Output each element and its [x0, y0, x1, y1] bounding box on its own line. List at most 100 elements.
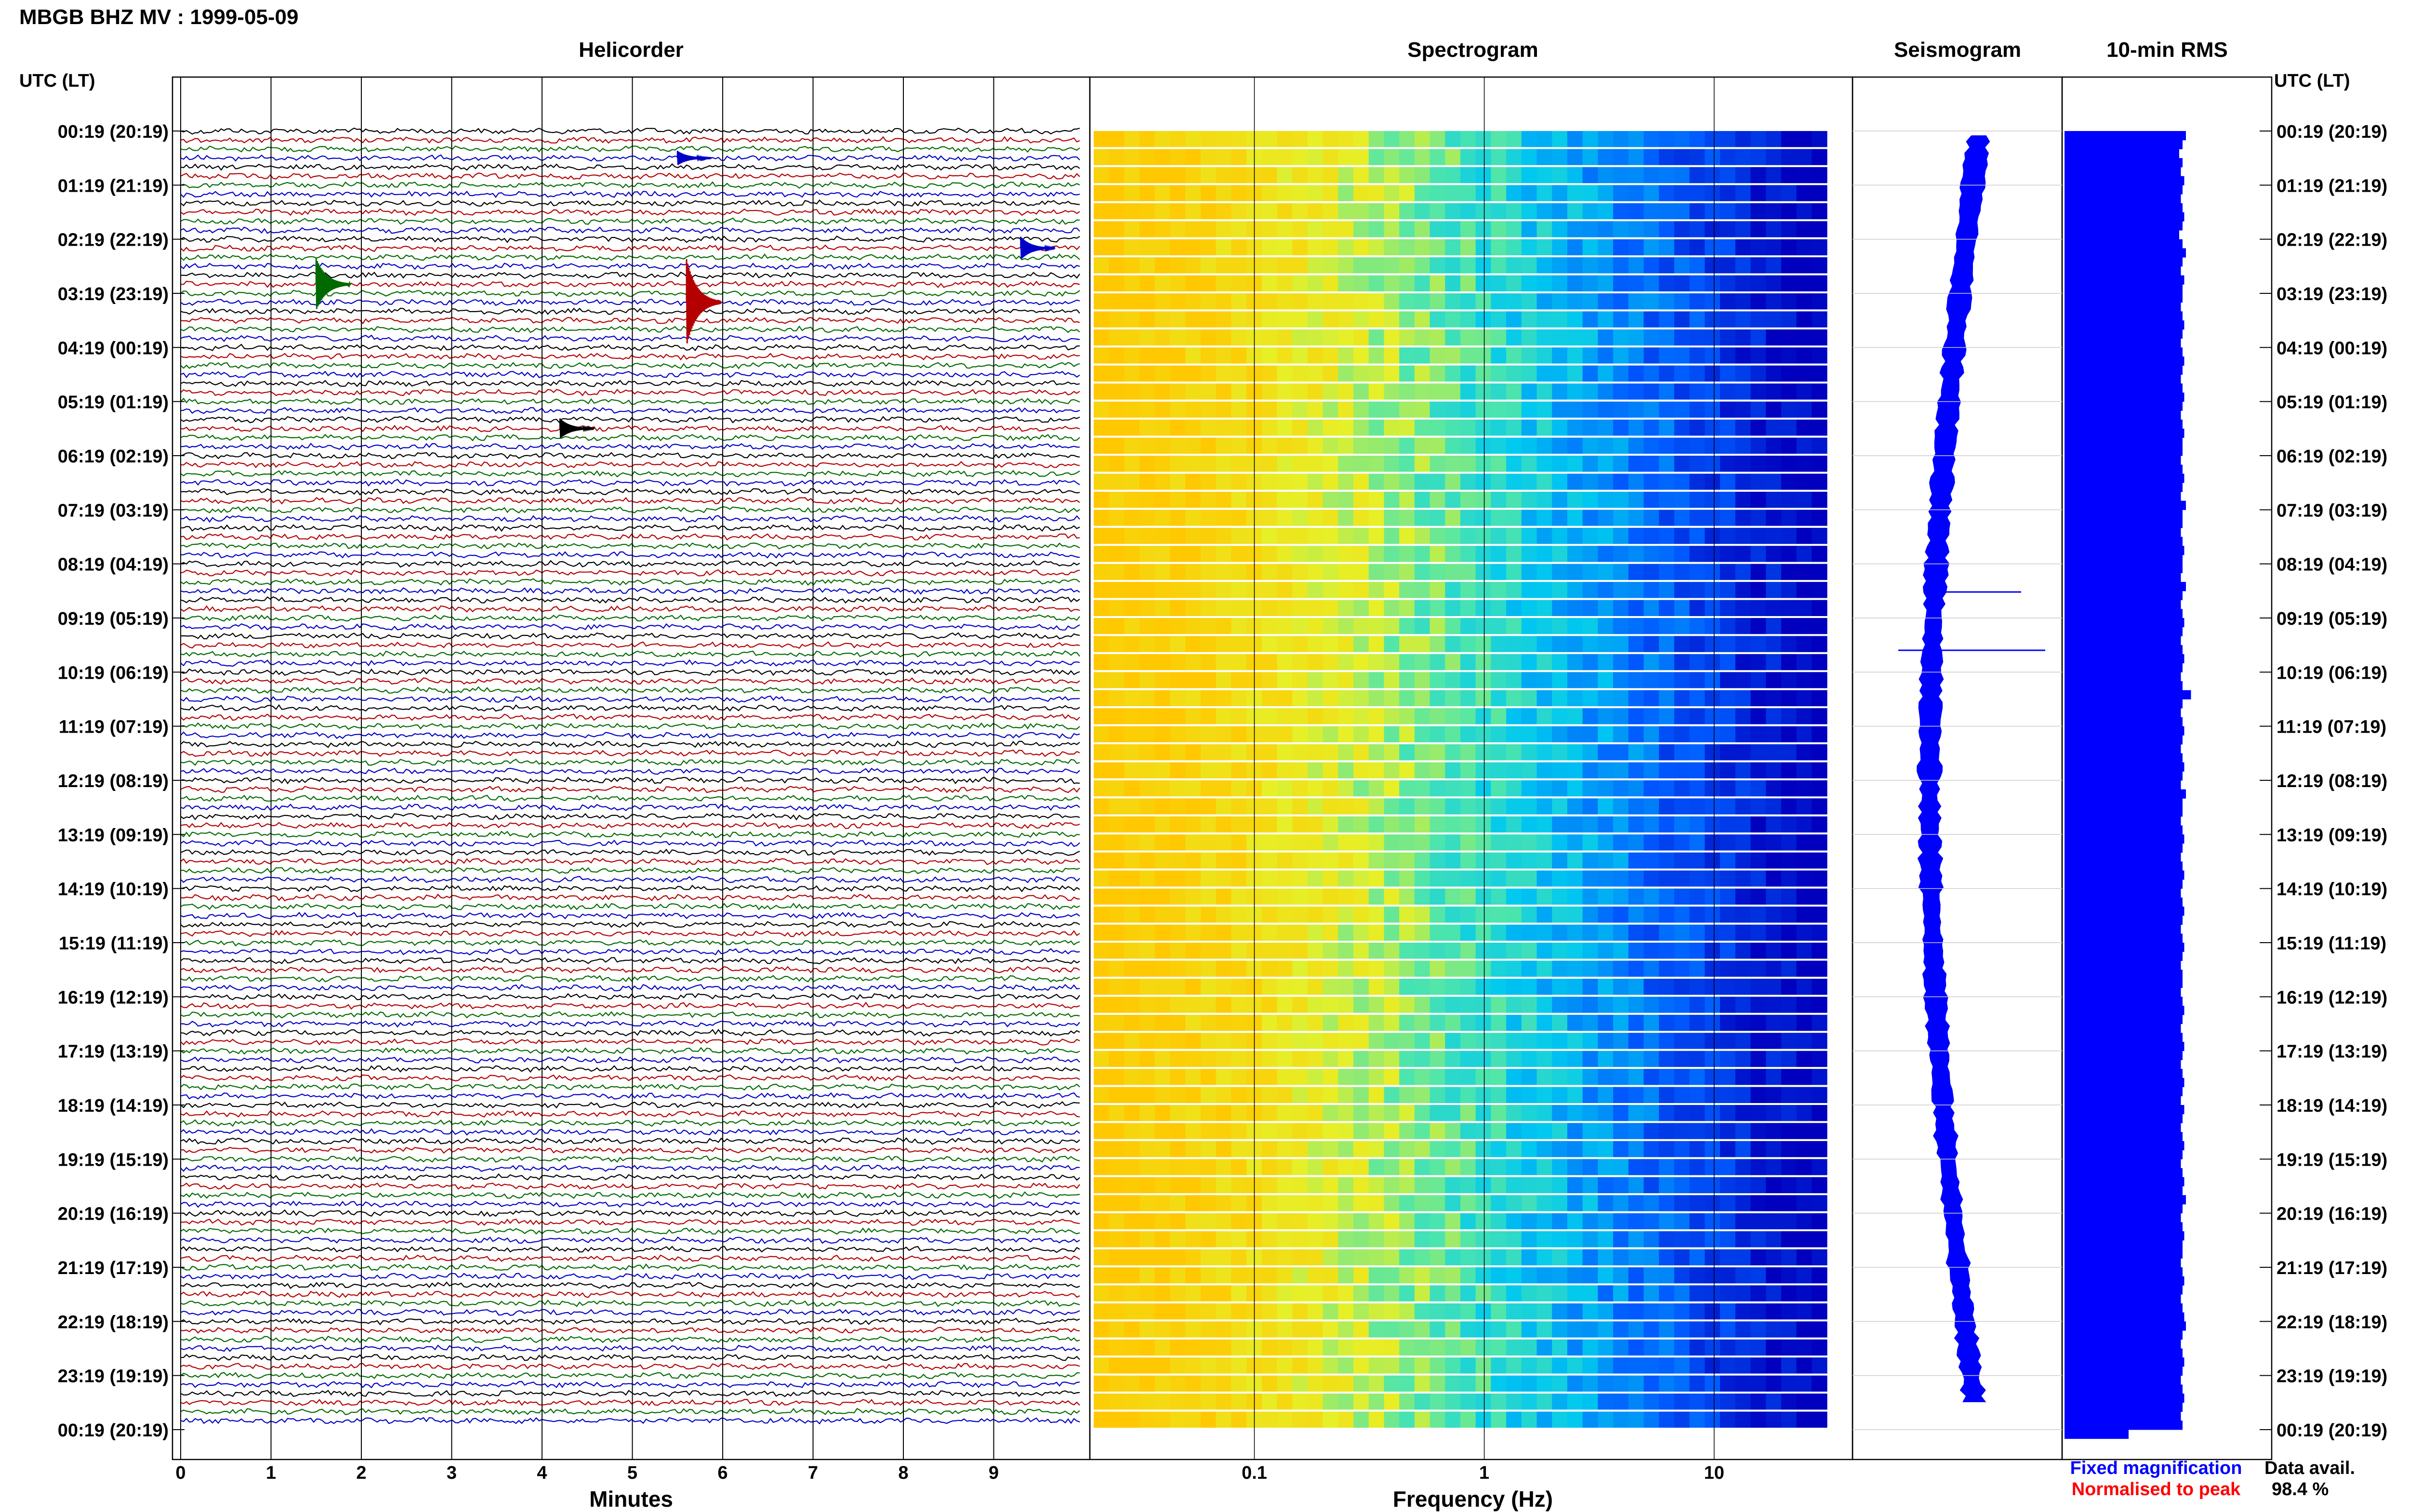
spectrogram-cell [1109, 1014, 1125, 1031]
spectrogram-cell [1124, 1249, 1140, 1265]
spectrogram-cell [1628, 1141, 1644, 1157]
spectrogram-cell [1368, 690, 1385, 707]
spectrogram-cell [1353, 888, 1369, 905]
spectrogram-cell [1475, 1051, 1491, 1067]
spectrogram-cell [1445, 834, 1461, 851]
spectrogram-cell [1674, 564, 1690, 580]
rms-bar [2065, 554, 2183, 565]
spectrogram-cell [1414, 456, 1430, 472]
spectrogram-cell [1353, 1177, 1369, 1194]
spectrogram-cell [1735, 1105, 1751, 1121]
spectrogram-cell [1353, 131, 1369, 147]
spectrogram-cell [1307, 1069, 1324, 1085]
spectrogram-cell [1567, 978, 1583, 995]
spectrogram-cell [1491, 1357, 1507, 1374]
spectrogram-cell [1353, 744, 1369, 761]
spectrogram-cell [1109, 1321, 1125, 1338]
spectrogram-cell [1796, 1033, 1812, 1049]
helicorder-trace [180, 1327, 1080, 1334]
spectrogram-cell [1154, 690, 1171, 707]
helicorder-trace [180, 948, 1080, 956]
spectrogram-cell [1567, 870, 1583, 887]
spectrogram-cell [1475, 311, 1491, 328]
spectrogram-cell [1598, 275, 1614, 291]
spectrogram-cell [1201, 1051, 1217, 1067]
spectrogram-cell [1536, 1014, 1552, 1031]
spectrogram-cell [1216, 798, 1231, 815]
rms-bar [2065, 1096, 2181, 1105]
spectrogram-cell [1231, 852, 1247, 869]
rms-bar [2065, 428, 2184, 438]
spectrogram-cell [1307, 726, 1324, 743]
rms-bar [2065, 483, 2183, 492]
spectrogram-cell [1705, 311, 1721, 328]
spectrogram-cell [1552, 1213, 1568, 1230]
helicorder-trace [180, 1200, 1080, 1208]
spectrogram-cell [1689, 1213, 1705, 1230]
spectrogram-cell [1430, 1051, 1445, 1067]
spectrogram-cell [1414, 924, 1430, 941]
spectrogram-cell [1506, 239, 1522, 256]
spectrogram-cell [1170, 239, 1186, 256]
rms-bar [2065, 1078, 2184, 1087]
spectrogram-cell [1689, 582, 1705, 598]
spectrogram-cell [1475, 1249, 1491, 1265]
spectrogram-cell [1384, 203, 1400, 220]
spectrogram-cell [1552, 167, 1568, 184]
spectrogram-cell [1368, 546, 1385, 562]
spectrogram-cell [1521, 293, 1537, 310]
spectrogram-cell [1582, 690, 1598, 707]
spectrogram-cell [1307, 924, 1324, 941]
spectrogram-cell [1399, 870, 1415, 887]
spectrogram-cell [1643, 546, 1659, 562]
time-label-right: 22:19 (18:19) [2277, 1312, 2387, 1332]
spectrogram-cell [1353, 1231, 1369, 1248]
spectrogram-cell [1598, 203, 1614, 220]
spectrogram-cell [1781, 618, 1797, 634]
time-label-left: 03:19 (23:19) [58, 284, 169, 304]
spectrogram-cell [1720, 888, 1736, 905]
spectrogram-cell [1628, 473, 1644, 490]
spectrogram-cell [1430, 618, 1445, 634]
spectrogram-cell [1689, 1087, 1705, 1103]
spectrogram-cell [1170, 1375, 1186, 1392]
spectrogram-cell [1094, 672, 1110, 688]
spectrogram-cell [1552, 744, 1568, 761]
rms-bar [2065, 338, 2181, 348]
spectrogram-cell [1323, 816, 1338, 833]
spectrogram-cell [1705, 1249, 1721, 1265]
spectrogram-cell [1109, 762, 1125, 778]
spectrogram-cell [1475, 1285, 1491, 1302]
spectrogram-cell [1231, 383, 1247, 400]
spectrogram-cell [1781, 1411, 1797, 1428]
spectrogram-cell [1689, 1303, 1705, 1320]
spectrogram-cell [1567, 1411, 1583, 1428]
spectrogram-cell [1399, 726, 1415, 743]
spectrogram-cell [1170, 221, 1186, 237]
spectrogram-cell [1796, 708, 1812, 724]
spectrogram-cell [1430, 1339, 1445, 1356]
spectrogram-cell [1261, 275, 1278, 291]
spectrogram-cell [1109, 960, 1125, 977]
spectrogram-cell [1124, 690, 1140, 707]
spectrogram-cell [1261, 347, 1278, 364]
spectrogram-cell [1750, 437, 1766, 454]
spectrogram-cell [1689, 221, 1705, 237]
spectrogram-cell [1353, 564, 1369, 580]
spectrogram-cell [1185, 1339, 1201, 1356]
spectrogram-cell [1124, 852, 1140, 869]
spectrogram-cell [1552, 852, 1568, 869]
spectrogram-cell [1323, 943, 1338, 959]
spectrogram-cell [1689, 1159, 1705, 1175]
spectrogram-cell [1292, 401, 1308, 418]
spectrogram-cell [1170, 1177, 1186, 1194]
spectrogram-cell [1445, 870, 1461, 887]
spectrogram-cell [1323, 636, 1338, 652]
spectrogram-cell [1139, 1159, 1155, 1175]
spectrogram-cell [1460, 1394, 1476, 1410]
spectrogram-cell [1582, 221, 1598, 237]
spectrogram-cell [1124, 582, 1140, 598]
spectrogram-cell [1261, 1321, 1278, 1338]
spectrogram-cell [1659, 510, 1675, 526]
